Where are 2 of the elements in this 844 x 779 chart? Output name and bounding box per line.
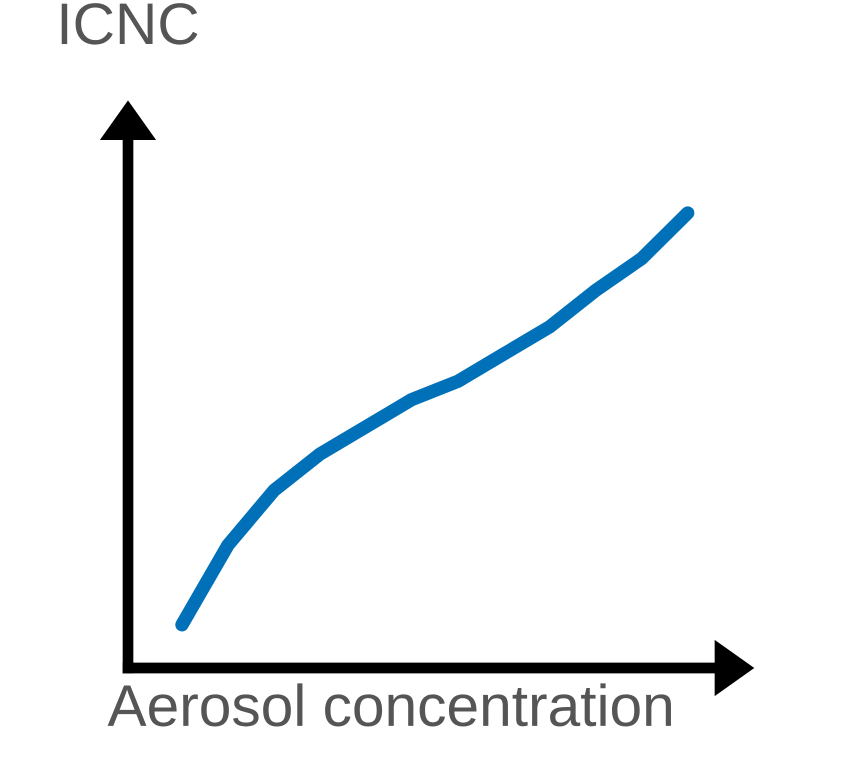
x-axis-title: Aerosol concentration: [108, 683, 671, 726]
y-axis-title: ICNC: [62, 3, 198, 45]
